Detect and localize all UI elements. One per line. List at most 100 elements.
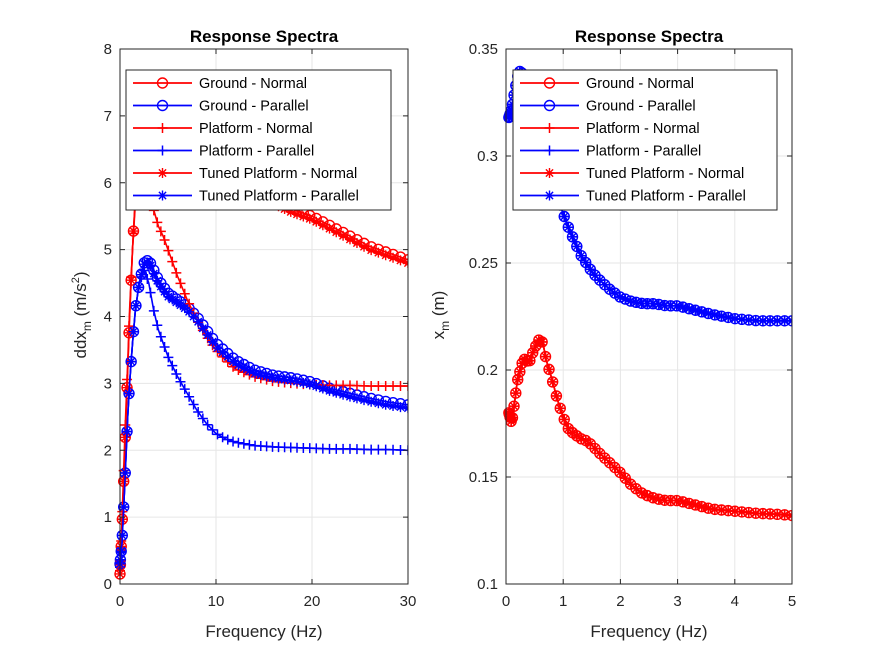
left-data-point-platform-parallel xyxy=(202,419,213,430)
right-data-point-tuned-platform-normal xyxy=(736,506,747,517)
right-plot-area: 0 1 2 3 4 5 0.1 0.15 0.2 0.25 0.3 0.35 Ground - Norm… xyxy=(469,41,796,610)
right-data-point-tuned-platform-normal xyxy=(642,490,653,501)
right-y-tick-label: 0.2 xyxy=(477,362,498,379)
left-y-tick-label: 2 xyxy=(104,442,112,459)
right-y-tick-label: 0.1 xyxy=(477,576,498,593)
left-x-axis-label: Frequency (Hz) xyxy=(205,622,322,641)
right-data-point-tuned-platform-parallel xyxy=(614,291,625,302)
left-data-point-tuned-platform-normal xyxy=(366,245,377,256)
right-y-tick-label: 0.35 xyxy=(469,41,498,58)
right-data-point-tuned-platform-normal xyxy=(510,388,521,399)
right-data-point-tuned-platform-normal xyxy=(604,457,615,468)
right-legend-label-platform-parallel: Platform - Parallel xyxy=(586,144,701,160)
right-data-point-tuned-platform-normal xyxy=(665,495,676,506)
left-data-point-platform-parallel xyxy=(148,305,159,316)
left-data-point-tuned-platform-normal xyxy=(388,252,399,263)
left-data-point-platform-parallel xyxy=(159,342,170,353)
left-legend-marker-platform-parallel xyxy=(157,145,168,156)
right-data-point-tuned-platform-parallel xyxy=(709,309,720,320)
left-data-point-tuned-platform-normal xyxy=(351,238,362,249)
right-data-point-tuned-platform-normal xyxy=(571,430,582,441)
left-series-line-tuned-platform-parallel xyxy=(119,260,408,564)
left-data-point-tuned-platform-parallel xyxy=(207,336,218,347)
right-data-point-tuned-platform-parallel xyxy=(507,99,518,110)
right-data-point-tuned-platform-parallel xyxy=(563,222,574,233)
left-data-point-tuned-platform-normal xyxy=(324,223,335,234)
right-data-point-tuned-platform-parallel xyxy=(620,294,631,305)
left-legend-marker-platform-normal xyxy=(157,123,168,133)
left-data-point-tuned-platform-parallel xyxy=(118,502,129,513)
left-data-point-platform-normal xyxy=(175,278,186,289)
right-y-axis-label-main: x xyxy=(429,330,448,339)
right-data-point-tuned-platform-parallel xyxy=(684,303,695,314)
left-chart-title: Response Spectra xyxy=(190,27,339,46)
left-legend-label-ground-parallel: Ground - Parallel xyxy=(199,99,309,115)
left-data-point-platform-normal xyxy=(167,256,178,267)
right-data-point-tuned-platform-normal xyxy=(765,508,776,519)
left-data-point-ground-normal xyxy=(402,253,408,266)
left-x-tick-label: 20 xyxy=(304,593,321,610)
right-data-point-tuned-platform-parallel xyxy=(690,305,701,316)
left-data-point-platform-parallel xyxy=(145,287,156,298)
left-data-point-tuned-platform-parallel xyxy=(155,281,166,292)
right-data-point-tuned-platform-normal xyxy=(563,423,574,434)
right-data-point-tuned-platform-parallel xyxy=(779,315,790,326)
left-y-tick-label: 3 xyxy=(104,375,112,392)
left-data-point-tuned-platform-normal xyxy=(120,432,131,443)
left-data-point-platform-parallel xyxy=(238,438,249,449)
left-data-point-platform-parallel xyxy=(193,407,204,418)
right-data-point-tuned-platform-normal xyxy=(659,495,670,506)
right-data-point-tuned-platform-parallel xyxy=(576,250,587,261)
left-data-point-platform-parallel xyxy=(171,369,182,380)
right-data-point-tuned-platform-parallel xyxy=(716,311,727,322)
right-data-point-tuned-platform-parallel xyxy=(671,300,682,311)
left-data-point-tuned-platform-parallel xyxy=(133,282,144,293)
left-data-point-tuned-platform-parallel xyxy=(184,306,195,317)
left-data-point-tuned-platform-parallel xyxy=(202,329,213,340)
left-data-point-tuned-platform-normal xyxy=(395,255,406,266)
right-data-point-tuned-platform-normal xyxy=(709,504,720,515)
right-data-point-tuned-platform-parallel xyxy=(594,275,605,286)
left-data-point-tuned-platform-parallel xyxy=(285,375,296,386)
left-x-tick-label: 30 xyxy=(400,593,417,610)
right-legend-marker-ground-normal xyxy=(543,77,556,89)
right-data-point-tuned-platform-normal xyxy=(547,376,558,387)
left-y-axis-label: ddxm (m/s2) xyxy=(70,272,94,359)
right-data-point-tuned-platform-normal xyxy=(750,508,761,519)
right-data-point-tuned-platform-normal xyxy=(677,496,688,507)
right-data-point-tuned-platform-normal xyxy=(580,435,591,446)
right-data-point-tuned-platform-parallel xyxy=(631,297,642,308)
right-chart-title: Response Spectra xyxy=(575,27,724,46)
right-data-point-tuned-platform-normal xyxy=(631,483,642,494)
left-data-point-tuned-platform-parallel xyxy=(351,393,362,404)
left-data-point-tuned-platform-parallel xyxy=(380,399,391,410)
left-y-tick-label: 7 xyxy=(104,108,112,125)
left-data-point-tuned-platform-normal xyxy=(331,227,342,238)
right-data-point-tuned-platform-normal xyxy=(647,492,658,503)
left-data-point-tuned-platform-parallel xyxy=(163,291,174,302)
right-x-tick-label: 4 xyxy=(731,593,739,610)
right-data-point-tuned-platform-normal xyxy=(540,351,551,362)
left-data-point-platform-parallel xyxy=(179,384,190,395)
right-data-point-tuned-platform-normal xyxy=(514,366,525,377)
left-data-point-tuned-platform-parallel xyxy=(233,359,244,370)
left-data-point-platform-parallel xyxy=(244,439,255,450)
left-data-point-platform-parallel xyxy=(175,376,186,387)
left-data-point-platform-parallel xyxy=(142,273,153,284)
left-legend-marker-tuned-platform-normal xyxy=(157,168,168,178)
right-data-point-tuned-platform-normal xyxy=(620,473,631,484)
right-data-point-tuned-platform-normal xyxy=(590,443,601,454)
left-data-point-tuned-platform-parallel xyxy=(331,387,342,398)
right-data-point-tuned-platform-normal xyxy=(576,433,587,444)
left-data-point-tuned-platform-parallel xyxy=(338,389,349,400)
left-data-point-platform-parallel xyxy=(212,429,223,440)
right-axes-frame xyxy=(505,48,793,585)
left-data-point-tuned-platform-parallel xyxy=(217,347,228,358)
left-data-point-tuned-platform-normal xyxy=(298,211,309,222)
left-data-point-tuned-platform-parallel xyxy=(373,398,384,409)
right-legend-label-ground-parallel: Ground - Parallel xyxy=(586,99,696,115)
left-data-point-tuned-platform-parallel xyxy=(188,311,199,322)
left-legend-label-tuned-platform-parallel: Tuned Platform - Parallel xyxy=(199,189,359,205)
